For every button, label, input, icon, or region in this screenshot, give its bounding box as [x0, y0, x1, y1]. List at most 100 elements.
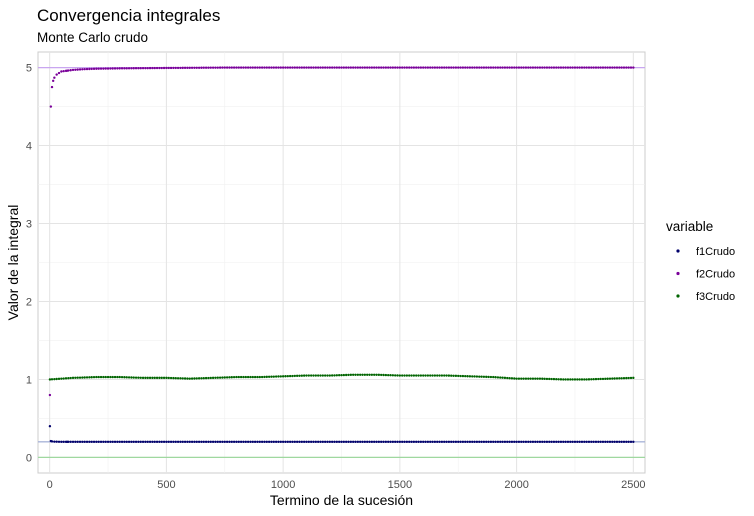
data-point — [613, 440, 616, 444]
data-point — [431, 66, 434, 69]
data-point — [95, 67, 98, 70]
data-point — [263, 66, 266, 69]
data-point — [534, 66, 537, 69]
data-point — [125, 376, 128, 379]
data-point — [132, 67, 135, 70]
data-point — [202, 440, 205, 444]
data-point — [230, 376, 233, 379]
data-point — [450, 440, 453, 444]
data-point — [144, 66, 147, 70]
data-point — [457, 440, 460, 444]
data-point — [552, 440, 556, 444]
data-point — [573, 66, 577, 69]
data-point — [613, 377, 616, 380]
data-point — [125, 67, 128, 70]
data-point — [354, 440, 357, 444]
data-point — [225, 66, 229, 69]
data-point — [132, 376, 135, 379]
data-point — [445, 66, 448, 69]
data-point — [494, 376, 497, 379]
data-point — [51, 79, 55, 83]
data-point — [256, 440, 259, 444]
data-point — [468, 375, 472, 378]
data-point — [408, 440, 411, 444]
data-point — [454, 440, 458, 444]
data-point — [543, 440, 546, 444]
data-point — [443, 374, 446, 377]
data-point — [144, 376, 147, 380]
data-point — [85, 440, 89, 444]
data-point — [377, 440, 381, 444]
data-point — [576, 440, 579, 444]
data-point — [69, 376, 72, 380]
data-point — [597, 66, 600, 69]
data-point — [482, 375, 486, 378]
data-point — [368, 440, 371, 444]
data-point — [632, 440, 635, 444]
data-point — [478, 440, 481, 444]
data-point — [590, 66, 593, 69]
data-point — [492, 375, 495, 379]
data-point — [116, 375, 119, 379]
data-point — [468, 66, 472, 69]
legend: variable f1Crudo f2Crudo f3Crudo — [666, 219, 735, 303]
data-point — [571, 440, 574, 444]
data-point — [132, 440, 135, 444]
data-point — [83, 440, 86, 444]
axis-ticks: 0 500 1000 1500 2000 2500 0 1 2 3 4 5 — [26, 63, 646, 491]
data-point — [302, 440, 306, 444]
data-point — [424, 440, 427, 444]
data-point — [246, 66, 250, 69]
data-points — [48, 66, 635, 444]
series-f2Crudo — [48, 66, 635, 397]
data-point — [200, 440, 203, 444]
data-point — [594, 66, 598, 69]
data-point — [291, 66, 294, 69]
data-point — [223, 66, 226, 69]
data-point — [562, 66, 565, 69]
data-point — [335, 66, 339, 69]
data-point — [541, 440, 544, 444]
data-point — [571, 378, 574, 381]
data-point — [244, 440, 247, 444]
data-point — [158, 440, 161, 444]
data-point — [197, 440, 201, 444]
data-point — [452, 66, 455, 69]
data-point — [270, 66, 273, 69]
data-point — [433, 440, 437, 444]
data-point — [429, 374, 432, 377]
data-point — [464, 440, 467, 444]
data-point — [307, 440, 311, 444]
data-point — [74, 68, 77, 71]
data-point — [517, 66, 521, 69]
y-tick-label: 4 — [26, 141, 32, 153]
data-point — [569, 66, 572, 69]
data-point — [587, 440, 591, 444]
data-point — [464, 66, 467, 69]
data-point — [473, 66, 476, 69]
data-point — [293, 66, 297, 69]
data-point — [520, 440, 523, 444]
data-point — [305, 374, 308, 377]
data-point — [183, 440, 187, 444]
data-point — [244, 66, 247, 69]
data-point — [480, 375, 483, 378]
data-point — [239, 440, 243, 444]
data-point — [440, 66, 444, 69]
data-point — [195, 66, 198, 69]
data-point — [611, 440, 614, 444]
data-point — [485, 66, 488, 69]
legend-label-f3Crudo: f3Crudo — [696, 291, 735, 303]
data-point — [218, 440, 222, 444]
data-point — [410, 66, 413, 69]
data-point — [64, 377, 68, 380]
data-point — [188, 377, 191, 380]
data-point — [60, 70, 63, 73]
data-point — [209, 440, 212, 444]
data-point — [288, 374, 292, 378]
data-point — [492, 440, 495, 444]
data-point — [295, 66, 299, 69]
data-point — [408, 374, 411, 377]
data-point — [527, 440, 530, 444]
data-point — [592, 440, 595, 444]
